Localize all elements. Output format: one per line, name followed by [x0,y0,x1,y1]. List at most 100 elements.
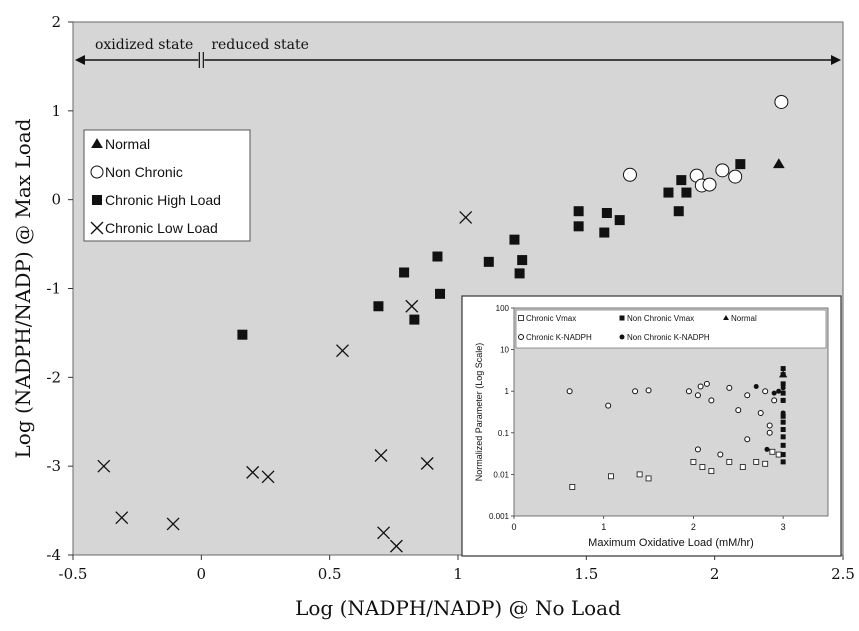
inset-legend-marker [619,334,625,340]
data-point-shape [599,227,610,238]
legend-marker-stroke-b [90,221,104,235]
data-point-stroke-b [374,449,388,462]
inset-data-point [762,388,769,395]
data-point-shape [614,215,625,226]
inset-data-point-shape [645,475,652,482]
data-point-shape [517,255,528,266]
inset-data-point-shape [708,468,715,475]
inset-data-point-shape [739,464,746,470]
inset-data-point-shape [771,397,778,404]
data-point [702,177,717,192]
inset-data-point-shape [645,387,652,394]
inset-data-point [780,397,786,403]
inset-legend-label: Non Chronic K-NADPH [627,333,710,342]
data-point [409,314,420,325]
series-normal [772,158,785,169]
data-point [377,526,391,540]
data-point-shape [774,94,789,109]
inset-data-point-shape [569,484,576,490]
y-tick-label: 1 [51,102,61,120]
data-point-stroke-b [420,457,434,470]
inset-y-tick-label: 1 [505,387,510,396]
inset-data-point-shape [780,427,786,433]
inset-data-point [569,484,576,490]
inset-data-point [744,436,751,443]
inset-data-point [775,451,782,458]
inset-data-point [780,459,786,465]
inset-y-tick-label: 100 [496,304,510,313]
data-point-stroke-b [336,344,349,358]
legend-box [83,129,251,242]
data-point-shape [373,301,384,312]
data-point-stroke-b [97,459,111,473]
inset-data-point-shape [780,381,786,387]
y-tick-label: -1 [46,280,61,298]
inset-data-point-shape [694,392,701,399]
data-point-shape [573,206,584,217]
data-point [676,175,687,186]
inset-y-tick-label: 0.01 [493,470,509,479]
x-tick-label: 1.5 [574,565,598,583]
x-tick-label: 0 [197,565,207,583]
data-point [517,255,528,266]
data-point [601,207,612,218]
inset-legend: Chronic Vmax Non Chronic Vmax Normal Chroni… [515,309,827,349]
inset-data-point-shape [697,383,704,390]
legend: Normal Non Chronic Chronic High Load Chroni… [83,129,251,242]
data-point [614,215,625,226]
data-point [420,457,434,470]
inset-legend-marker [518,315,524,321]
data-point [483,256,494,267]
y-tick-label: -4 [46,546,61,564]
data-point [261,470,275,484]
inset-data-point-shape [717,451,724,458]
data-point-stroke-b [459,210,473,224]
divider-gap [198,52,205,68]
legend-marker-shape [91,138,103,148]
inset-y-tick-label: 10 [500,346,509,355]
data-point-shape [237,329,248,340]
inset-data-point-shape [762,388,769,395]
inset-data-point [645,387,652,394]
data-point [573,206,584,217]
right-arrowhead [831,55,841,65]
data-point [246,465,260,479]
inset-data-point-shape [766,422,773,429]
inset-data-point-shape [780,452,786,458]
inset-data-point [780,410,786,416]
inset-data-point-shape [775,451,782,458]
data-point-shape [702,177,717,192]
data-point [774,94,789,109]
inset-legend-marker-shape [619,315,625,321]
inset-data-point [685,388,692,395]
reduced-state-label: reduced state [211,37,309,53]
data-point [432,251,443,262]
inset-x-tick-label: 3 [781,522,786,532]
legend-label: Chronic Low Load [105,220,218,236]
data-point-shape [601,207,612,218]
inset-series [779,370,788,378]
inset-x-tick-label: 0 [511,522,516,532]
left-arrowhead [75,55,85,65]
inset-data-point [694,392,701,399]
inset-data-point-shape [699,464,706,470]
inset-data-point-shape [690,458,697,465]
legend-marker [92,195,102,205]
y-tick-label: -3 [46,457,61,475]
data-point [97,459,111,473]
legend-label: Non Chronic [105,164,183,180]
inset-x-tick-label: 2 [691,522,696,532]
inset-data-point [699,464,706,470]
inset-data-point [780,366,786,372]
data-point-shape [435,288,446,299]
data-point [599,227,610,238]
inset-data-point-shape [735,407,742,414]
inset-data-point [780,434,786,440]
inset-series [569,448,782,490]
inset-legend-marker-shape [518,315,524,321]
inset-data-point [708,397,715,404]
inset-data-point-shape [744,392,751,399]
data-point-shape [622,167,637,182]
data-point [514,268,525,279]
